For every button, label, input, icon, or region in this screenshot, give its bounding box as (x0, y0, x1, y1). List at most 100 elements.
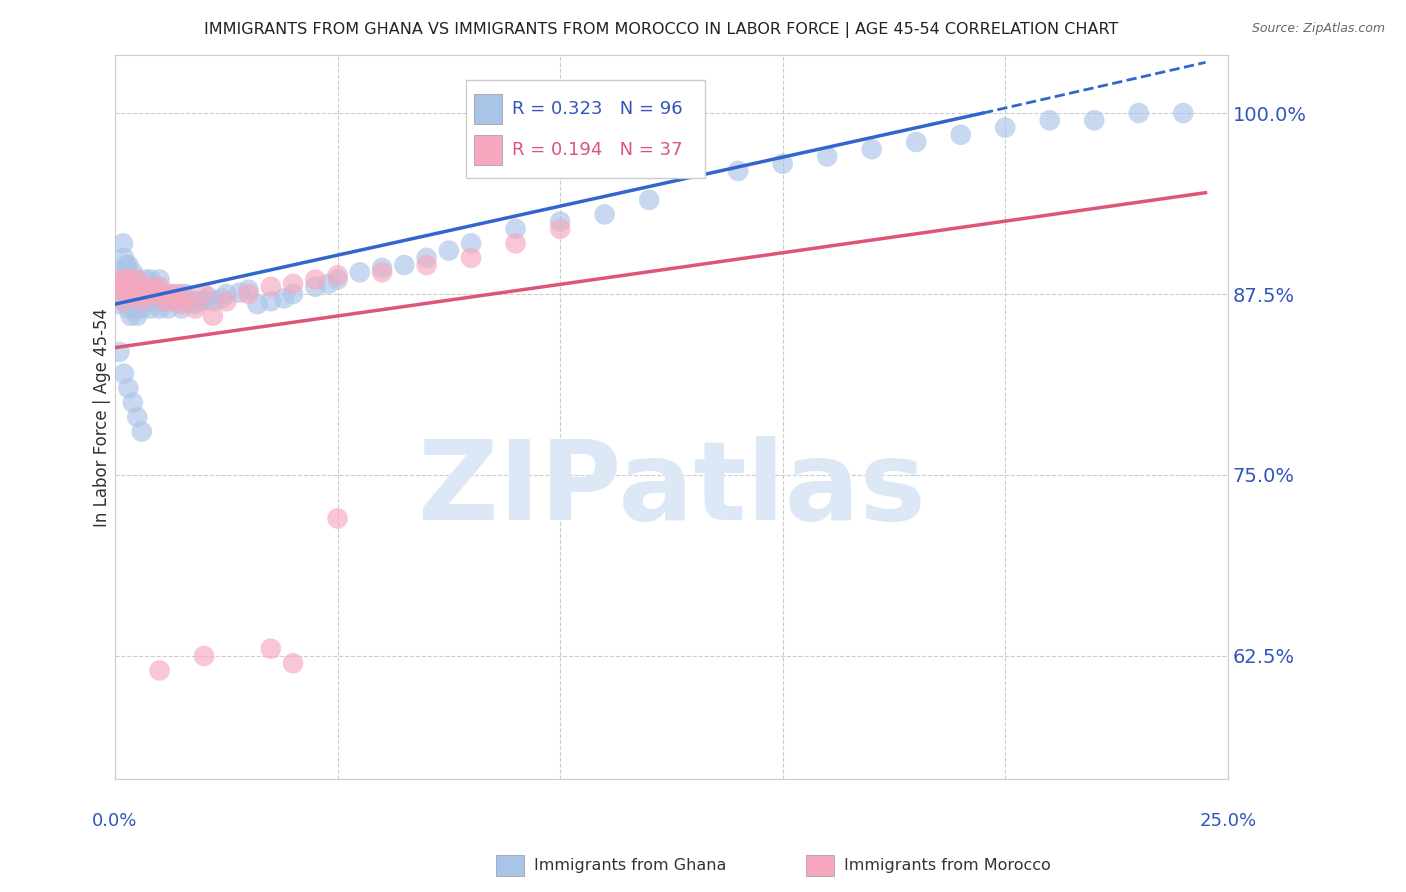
Point (107, 287, 129, 301)
Point (112, 251, 135, 265)
Point (112, 280, 135, 294)
Point (117, 381, 139, 395)
Point (371, 265, 394, 279)
Point (148, 301, 170, 316)
Point (127, 287, 149, 301)
Point (143, 287, 166, 301)
Point (505, 236, 527, 251)
Point (1173, 106, 1195, 120)
Point (117, 258, 139, 272)
Point (394, 258, 416, 272)
Point (117, 272, 139, 286)
Point (115, 272, 138, 286)
Point (201, 294, 224, 309)
Y-axis label: In Labor Force | Age 45-54: In Labor Force | Age 45-54 (93, 308, 111, 526)
Point (905, 135, 928, 149)
Point (304, 272, 326, 286)
Point (112, 294, 135, 309)
Point (127, 272, 149, 286)
Point (184, 301, 207, 316)
Point (1083, 113, 1105, 128)
Point (153, 294, 176, 309)
Text: ZIPatlas: ZIPatlas (418, 436, 925, 543)
Point (112, 367, 135, 381)
Point (131, 280, 153, 294)
Point (139, 301, 162, 316)
Point (117, 280, 139, 294)
Point (166, 294, 188, 309)
Point (117, 301, 139, 316)
Text: R = 0.323   N = 96: R = 0.323 N = 96 (512, 100, 683, 118)
Point (238, 287, 260, 301)
Point (188, 294, 211, 309)
Point (174, 287, 197, 301)
Point (1128, 106, 1150, 120)
Point (127, 301, 149, 316)
Point (110, 287, 132, 301)
Point (281, 277, 304, 291)
Bar (474, 135, 502, 165)
Point (107, 297, 129, 311)
Point (415, 258, 437, 272)
Point (281, 287, 304, 301)
Text: Source: ZipAtlas.com: Source: ZipAtlas.com (1251, 22, 1385, 36)
Point (153, 287, 176, 301)
Point (318, 277, 340, 291)
Point (148, 280, 170, 294)
Point (415, 251, 437, 265)
Point (371, 260, 394, 275)
Point (157, 301, 180, 316)
Point (112, 236, 135, 251)
Point (170, 301, 193, 316)
Point (281, 657, 304, 671)
Point (148, 272, 170, 286)
Point (437, 244, 460, 258)
Text: R = 0.194   N = 37: R = 0.194 N = 37 (512, 141, 683, 159)
Point (127, 309, 149, 323)
Point (108, 280, 131, 294)
Point (139, 272, 162, 286)
Point (127, 280, 149, 294)
Text: IMMIGRANTS FROM GHANA VS IMMIGRANTS FROM MOROCCO IN LABOR FORCE | AGE 45-54 CORR: IMMIGRANTS FROM GHANA VS IMMIGRANTS FROM… (204, 22, 1118, 38)
Point (326, 272, 349, 286)
Point (124, 301, 146, 316)
Point (131, 280, 153, 294)
Point (260, 294, 283, 309)
Point (548, 222, 571, 236)
Point (157, 287, 180, 301)
Point (108, 345, 131, 359)
Point (548, 214, 571, 228)
Point (148, 287, 170, 301)
Point (162, 294, 184, 309)
Point (211, 291, 233, 305)
Point (108, 280, 131, 294)
Point (121, 272, 143, 286)
Point (139, 287, 162, 301)
Point (174, 291, 197, 305)
Point (170, 297, 193, 311)
Point (180, 294, 202, 309)
Point (143, 280, 166, 294)
Point (460, 251, 482, 265)
Point (326, 268, 349, 283)
Point (727, 164, 749, 178)
Text: Immigrants from Morocco: Immigrants from Morocco (844, 858, 1050, 872)
Point (166, 287, 188, 301)
Point (114, 272, 136, 286)
Point (1039, 113, 1062, 128)
Point (273, 291, 295, 305)
Point (131, 287, 153, 301)
Point (148, 664, 170, 678)
Point (349, 265, 371, 279)
Point (860, 142, 883, 156)
Point (246, 297, 269, 311)
Point (174, 294, 197, 309)
Point (121, 395, 143, 409)
Point (162, 287, 184, 301)
Point (772, 157, 794, 171)
Point (143, 287, 166, 301)
Point (260, 280, 283, 294)
Bar (474, 94, 502, 124)
Point (193, 648, 215, 663)
Point (127, 272, 149, 286)
